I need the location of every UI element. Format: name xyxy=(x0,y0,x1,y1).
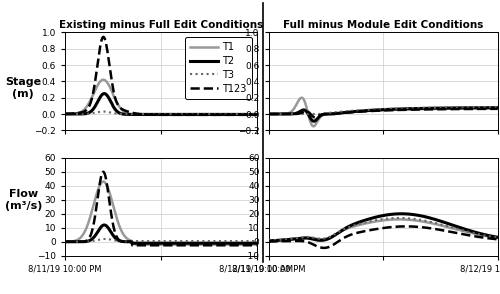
Title: Full minus Module Edit Conditions: Full minus Module Edit Conditions xyxy=(283,20,483,30)
Legend: T1, T2, T3, T123: T1, T2, T3, T123 xyxy=(186,37,252,98)
Title: Existing minus Full Edit Conditions: Existing minus Full Edit Conditions xyxy=(58,20,263,30)
Text: Stage
(m): Stage (m) xyxy=(5,77,41,99)
Text: Flow
(m³/s): Flow (m³/s) xyxy=(5,189,43,211)
